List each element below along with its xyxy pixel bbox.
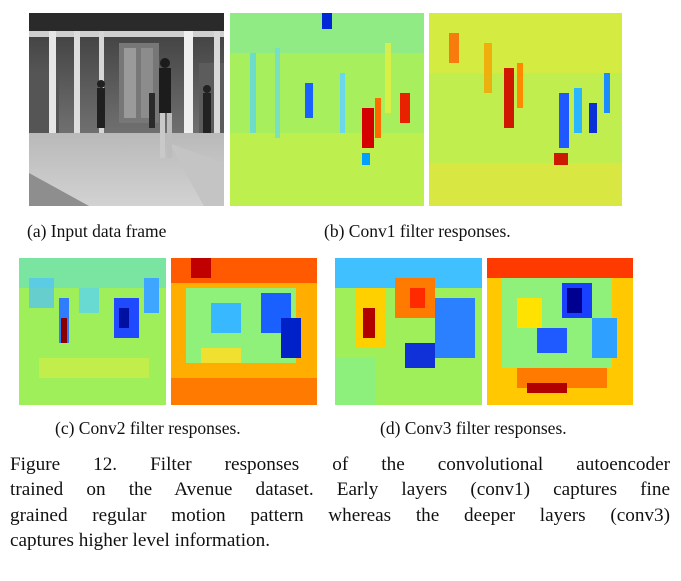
caption-d: (d) Conv3 filter responses.: [380, 418, 567, 438]
conv2-response-map-1: [19, 258, 166, 405]
caption-a: (a) Input data frame: [27, 221, 167, 241]
figure-caption-line: trained on the Avenue dataset. Early lay…: [10, 479, 670, 501]
figure-caption: Figure 12. Filter responses of the convo…: [10, 452, 670, 554]
conv3-response-map-1: [335, 258, 482, 405]
conv1-response-map-1: [230, 13, 424, 206]
figure-caption-line: grained regular motion pattern whereas t…: [10, 504, 670, 526]
conv2-response-map-2: [171, 258, 317, 405]
figure-caption-line: Figure 12. Filter responses of the convo…: [10, 454, 670, 475]
caption-c: (c) Conv2 filter responses.: [55, 418, 241, 438]
input-frame-image: [29, 13, 224, 206]
caption-b: (b) Conv1 filter responses.: [324, 221, 511, 241]
conv1-response-map-2: [429, 13, 622, 206]
figure-caption-line: captures higher level information.: [10, 530, 271, 552]
conv3-response-map-2: [487, 258, 633, 405]
